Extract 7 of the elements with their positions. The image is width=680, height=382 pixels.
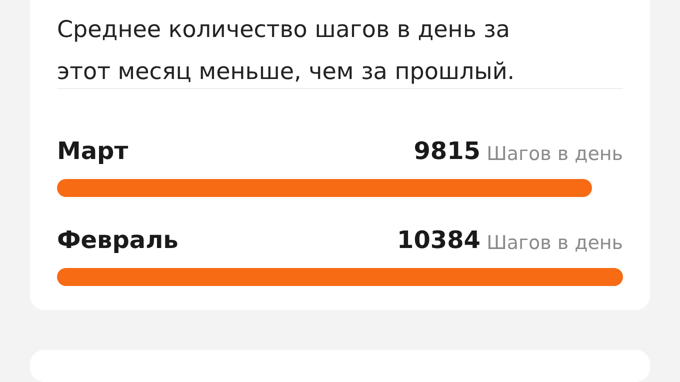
y-tick-label: Март: [57, 136, 128, 165]
chart-title: Среднее количество шагов в день за этот месяц меньше, чем за прошлый.: [57, 16, 515, 87]
annotation: Шагов в день: [486, 142, 623, 165]
y-tick-label: Февраль: [57, 226, 178, 254]
data-label: 10384: [397, 226, 481, 254]
data-label: 9815: [414, 136, 481, 165]
annotation: Шагов в день: [486, 232, 623, 254]
